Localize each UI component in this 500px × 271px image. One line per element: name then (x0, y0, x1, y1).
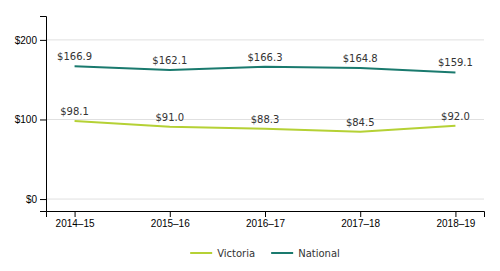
data-label: $91.0 (155, 112, 184, 123)
data-label: $159.1 (438, 57, 473, 68)
x-tick: 2018–19 (436, 211, 475, 229)
series-line (75, 66, 456, 72)
legend-swatch (190, 252, 212, 254)
x-tick: 2017–18 (341, 211, 380, 229)
x-tick-label: 2018–19 (436, 218, 475, 229)
y-tick: $0 (26, 194, 46, 205)
legend-label: Victoria (217, 248, 255, 259)
x-tick: 2015–16 (151, 211, 190, 229)
x-tick-label: 2015–16 (151, 218, 190, 229)
x-tick: 2016–17 (246, 211, 285, 229)
y-tick-label: $100 (15, 114, 38, 125)
data-label: $92.0 (441, 111, 470, 122)
y-tick-label: $0 (26, 194, 38, 205)
x-tick-label: 2014–15 (56, 218, 95, 229)
grid-line (46, 199, 484, 200)
x-tick: 2014–15 (56, 211, 95, 229)
legend: Victoria National (190, 248, 340, 259)
chart: $0$100$2002014–152015–162016–172017–1820… (0, 0, 500, 271)
y-tick-label: $200 (15, 35, 38, 46)
legend-swatch (271, 252, 293, 254)
x-tick-mark (75, 211, 76, 217)
x-tick-mark (455, 211, 456, 217)
data-label: $84.5 (346, 117, 375, 128)
grid-line (46, 39, 484, 40)
x-axis-line (47, 212, 485, 218)
y-tick-mark (40, 199, 46, 200)
x-axis: 2014–15 2015–16 2016–17 2017–18 2018–19 (47, 211, 485, 229)
y-axis: $0 $100 $200 (15, 17, 47, 212)
x-tick-mark (265, 211, 266, 217)
x-tick-mark (170, 211, 171, 217)
data-label: $164.8 (343, 53, 378, 64)
plot-area (75, 66, 456, 132)
data-label: $166.3 (248, 52, 283, 63)
legend-label: National (298, 248, 340, 259)
x-tick-mark (360, 211, 361, 217)
data-label: $166.9 (57, 51, 92, 62)
y-axis-line (40, 17, 47, 212)
y-tick-mark (40, 40, 46, 41)
y-tick: $100 (15, 114, 46, 125)
data-labels: $98.1 $91.0 $88.3 $84.5 $92.0 $166.9 $162.1 $16… (57, 51, 473, 128)
grid (46, 40, 484, 199)
legend-item: Victoria (190, 248, 255, 259)
data-label: $98.1 (60, 106, 89, 117)
y-tick-mark (40, 119, 46, 120)
x-tick-label: 2017–18 (341, 218, 380, 229)
legend-item: National (271, 248, 340, 259)
y-tick: $200 (15, 35, 46, 46)
data-label: $162.1 (152, 55, 187, 66)
data-label: $88.3 (251, 114, 280, 125)
x-tick-label: 2016–17 (246, 218, 285, 229)
